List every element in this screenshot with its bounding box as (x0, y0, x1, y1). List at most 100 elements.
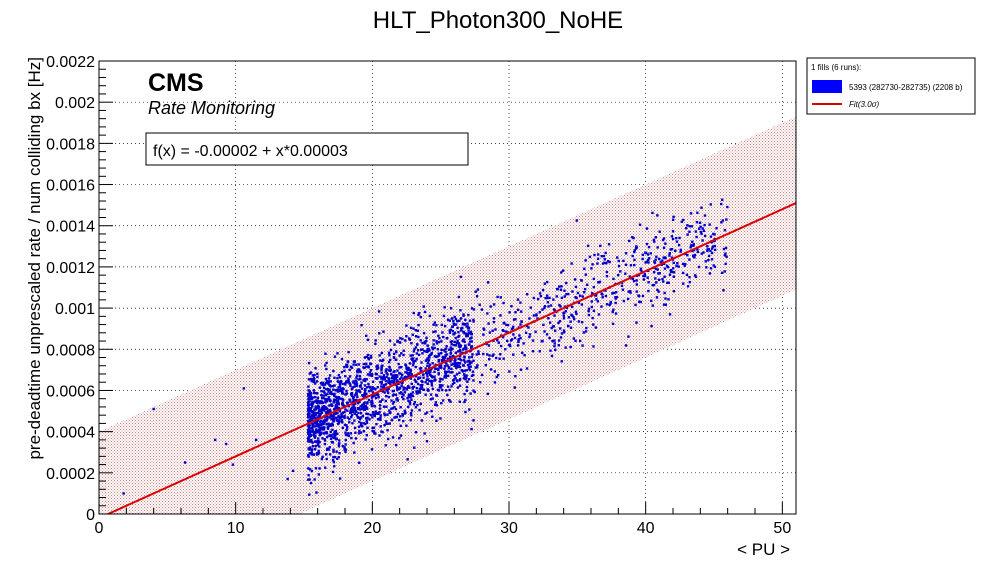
data-point (330, 404, 334, 407)
data-point (457, 342, 461, 345)
data-point (400, 373, 404, 377)
x-axis-label: < PU > (737, 540, 790, 559)
data-point (332, 450, 335, 453)
data-point (702, 251, 705, 254)
data-point (424, 367, 427, 370)
data-point (426, 344, 429, 347)
data-point (327, 377, 331, 380)
data-point (665, 264, 669, 268)
data-point (442, 314, 446, 318)
data-point (461, 339, 464, 343)
data-point (344, 408, 347, 411)
data-point (318, 445, 321, 448)
y-tick-label: 0.0002 (46, 466, 95, 483)
data-point (430, 409, 433, 413)
data-point (390, 380, 394, 383)
data-point (324, 377, 328, 381)
data-point (308, 434, 311, 438)
data-point (420, 419, 424, 422)
data-point (482, 352, 485, 356)
data-point (631, 277, 635, 281)
data-point (458, 343, 461, 347)
data-point (316, 424, 319, 428)
data-point (688, 230, 691, 233)
data-point (314, 414, 317, 417)
data-point (340, 357, 344, 361)
data-point (320, 389, 323, 393)
data-point (562, 317, 566, 320)
data-point (458, 319, 461, 322)
data-point (333, 394, 336, 398)
data-point (407, 366, 410, 370)
data-point (375, 377, 379, 380)
data-point (549, 349, 552, 352)
data-point (336, 402, 339, 405)
data-point (472, 308, 476, 311)
data-point (369, 413, 372, 417)
data-point (381, 364, 384, 367)
data-point (457, 350, 460, 353)
data-point (345, 424, 348, 427)
data-point (723, 228, 727, 232)
data-point (332, 455, 335, 459)
data-point (440, 323, 444, 327)
data-point (587, 309, 590, 313)
data-point (310, 379, 313, 383)
data-point (316, 416, 320, 419)
data-point (315, 380, 319, 383)
data-point (307, 398, 310, 401)
data-point (442, 349, 446, 352)
data-point (633, 250, 636, 254)
data-point (325, 406, 328, 410)
data-point (547, 317, 550, 320)
data-point (433, 370, 436, 373)
data-point (703, 234, 707, 238)
data-point (322, 394, 325, 397)
data-point (421, 352, 424, 355)
data-point (475, 295, 479, 298)
data-point (430, 346, 434, 349)
data-point (314, 417, 317, 420)
data-point (681, 271, 685, 275)
data-point (441, 378, 444, 381)
data-point (381, 359, 384, 363)
data-point (410, 398, 413, 402)
data-point (645, 227, 649, 230)
data-point (427, 389, 430, 392)
data-point (631, 235, 634, 239)
data-point (307, 408, 310, 411)
data-point (709, 267, 713, 270)
data-point (519, 301, 522, 304)
data-point (331, 470, 335, 474)
data-point (569, 326, 573, 329)
data-point (697, 265, 701, 269)
data-point (314, 367, 317, 370)
data-point (592, 309, 596, 313)
data-point (306, 413, 310, 416)
data-point (420, 361, 423, 364)
data-point (654, 258, 657, 261)
data-point (311, 405, 314, 408)
data-point (417, 323, 420, 327)
data-point (401, 395, 404, 399)
data-point (603, 258, 607, 261)
data-point (394, 377, 397, 380)
data-point (314, 408, 317, 411)
data-point (416, 382, 420, 386)
data-point (449, 355, 452, 358)
data-point (400, 352, 403, 355)
data-point (458, 362, 462, 365)
data-point (410, 357, 413, 360)
data-point (405, 388, 408, 391)
data-point (323, 442, 327, 446)
data-point (330, 434, 333, 438)
data-point (724, 262, 727, 266)
data-point (468, 343, 471, 346)
data-point (307, 455, 310, 458)
data-point (704, 260, 707, 263)
data-point (604, 251, 607, 255)
data-point (707, 254, 711, 258)
data-point (374, 342, 377, 345)
data-point (615, 291, 618, 294)
data-point (498, 357, 501, 360)
